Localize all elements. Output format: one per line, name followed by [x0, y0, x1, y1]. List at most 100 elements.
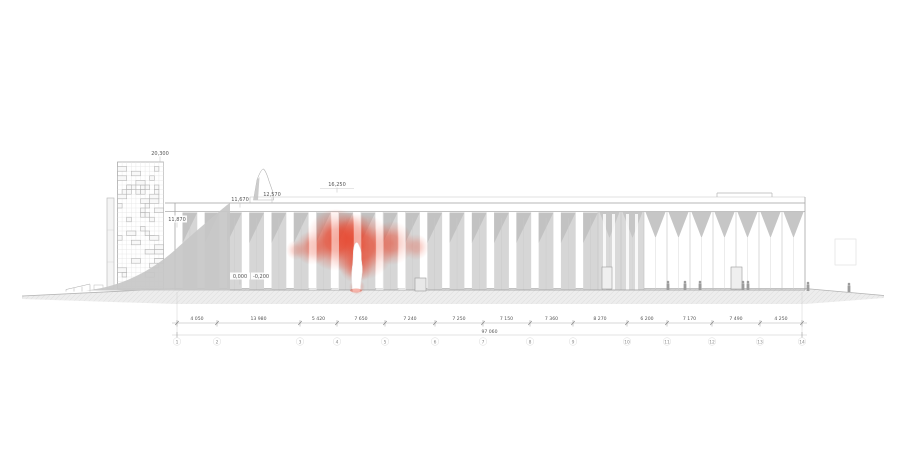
grid-bubble — [295, 337, 305, 346]
capital-triangle — [783, 212, 804, 238]
person-body — [666, 283, 670, 290]
capital-triangle — [737, 212, 758, 238]
tower-grid-cell — [126, 184, 132, 190]
tower-grid-cell — [149, 175, 155, 181]
dimension-value: 6 200 — [640, 316, 653, 322]
spire-shading — [253, 177, 260, 200]
grid-bubble — [755, 337, 765, 346]
column-highlight — [612, 214, 615, 290]
tower-grid-cell — [140, 226, 146, 232]
zone-b-column-bays — [597, 212, 804, 290]
grid-number: 9 — [572, 339, 575, 345]
dimension-value: 4 050 — [190, 316, 203, 322]
grid-bubble — [380, 337, 390, 346]
grid-number: 10 — [624, 339, 630, 345]
grid-number: 2 — [216, 339, 219, 345]
dimension-block: 4 050 13 980 5 420 7 650 7 240 7 250 7 150 7 36… — [172, 292, 807, 346]
grid-bubble — [478, 337, 488, 346]
dimension-value: 4 250 — [774, 316, 787, 322]
tower-grid-cell — [117, 193, 127, 200]
heat-glow-blob — [332, 212, 372, 252]
person-figure — [746, 280, 750, 290]
grid-number: 13 — [757, 339, 763, 345]
label-backplate — [230, 272, 250, 280]
capital-triangle — [691, 212, 712, 238]
tower-grid-cell — [121, 272, 127, 278]
capital-wedge — [494, 212, 509, 243]
dimension-value: 13 980 — [250, 316, 266, 322]
tower-grid-cell — [126, 216, 132, 223]
dimension-slash — [480, 320, 486, 326]
heat-glow-blob — [286, 240, 306, 260]
grid-bubble — [797, 337, 807, 346]
elevation-label: 16,250 — [328, 182, 346, 188]
person-head — [746, 280, 750, 284]
grid-number: 14 — [799, 339, 805, 345]
fascia-band — [165, 203, 805, 212]
column-highlight — [626, 214, 629, 290]
tower-grid-cell — [121, 189, 127, 195]
railing — [65, 283, 91, 290]
door — [730, 266, 743, 290]
tower-grid-cell — [140, 198, 150, 204]
person-figure — [847, 282, 851, 292]
tower-grid-cell — [135, 189, 141, 195]
dimension-slash — [174, 320, 180, 326]
tower-grid-cell — [144, 249, 155, 255]
capital-triangle — [714, 212, 735, 238]
tower-grid-cell — [140, 207, 146, 213]
tower-grid-cell — [140, 189, 146, 195]
dimension-slash — [799, 320, 805, 326]
tower-grid-cell — [117, 267, 127, 273]
tower-grid-cell — [154, 207, 164, 213]
background-structure-outline — [834, 238, 857, 266]
column-through-glow — [398, 213, 406, 290]
grid-bubble — [172, 337, 182, 346]
label-backplate — [167, 215, 187, 223]
elevation-label: 12,570 — [263, 192, 281, 198]
tower-grid-cell — [149, 193, 160, 200]
tower-grid-cell — [117, 175, 127, 181]
person-head — [806, 281, 810, 285]
tower-grid-cell — [154, 184, 160, 190]
column-through-glow — [309, 213, 317, 290]
grid-bubble — [332, 337, 342, 346]
person-figure — [666, 280, 670, 290]
dimension-value: 5 420 — [312, 316, 325, 322]
person-figure — [806, 281, 810, 291]
elevation-labels: 20,300 11,870 11,670 12,570 16,250 0,000 -0,20… — [151, 151, 354, 285]
dimension-slash — [214, 320, 220, 326]
dimension-slash — [664, 320, 670, 326]
tower-grid-cell — [131, 170, 141, 177]
person-head — [847, 282, 851, 286]
grid-bubble — [662, 337, 672, 346]
dimension-slash — [382, 320, 388, 326]
dimension-slash — [432, 320, 438, 326]
person-body — [746, 283, 750, 290]
tower-grid-cell — [144, 212, 150, 218]
person-body — [806, 284, 810, 291]
grid-number: 11 — [664, 339, 670, 345]
person-head — [741, 280, 745, 284]
dimension-slash — [527, 320, 533, 326]
tower-grid-cell — [117, 235, 123, 241]
tower-grid-cell — [144, 230, 150, 236]
door — [414, 277, 427, 292]
tower-grid-cell — [154, 244, 164, 250]
dimension-slash — [757, 320, 763, 326]
tower-grid-cell — [135, 180, 146, 186]
dimension-value: 8 270 — [593, 316, 606, 322]
column-through-glow — [331, 213, 339, 290]
pylon — [106, 197, 115, 290]
tower-grid-cell — [117, 166, 127, 172]
grid-bubble — [525, 337, 535, 346]
tower-grid-cell — [140, 212, 146, 218]
column-highlight — [603, 214, 606, 290]
grid-number: 7 — [482, 339, 485, 345]
spire-monument — [253, 168, 274, 201]
grid-number: 3 — [299, 339, 302, 345]
tower-grid-cell — [126, 189, 132, 195]
ramp-mass — [86, 203, 230, 291]
label-backplate — [251, 272, 271, 280]
